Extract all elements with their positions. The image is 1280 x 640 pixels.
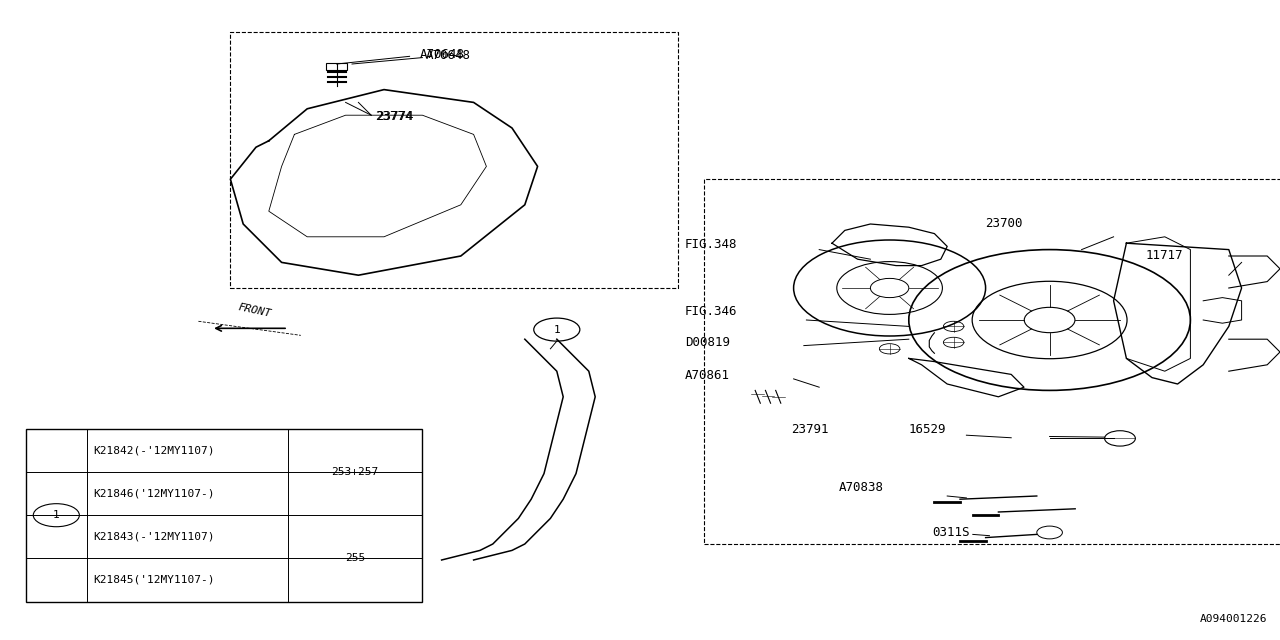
Text: FIG.346: FIG.346 <box>685 305 737 318</box>
Text: 23700: 23700 <box>986 217 1023 230</box>
Text: D00819: D00819 <box>685 335 730 349</box>
Text: K21842(-'12MY1107): K21842(-'12MY1107) <box>93 445 215 456</box>
Text: 0311S: 0311S <box>932 526 969 540</box>
Text: 253+257: 253+257 <box>332 467 379 477</box>
Text: 23774: 23774 <box>376 109 413 123</box>
Text: A094001226: A094001226 <box>1199 614 1267 624</box>
Text: K21846('12MY1107-): K21846('12MY1107-) <box>93 488 215 499</box>
Text: A70861: A70861 <box>685 369 730 382</box>
Text: 1: 1 <box>52 510 60 520</box>
Text: FIG.348: FIG.348 <box>685 237 737 251</box>
Text: A70648: A70648 <box>420 48 465 61</box>
Text: A70648: A70648 <box>426 49 471 62</box>
Bar <box>26 429 422 602</box>
Text: 23791: 23791 <box>791 423 828 436</box>
Text: FRONT: FRONT <box>237 302 271 319</box>
Text: K21843(-'12MY1107): K21843(-'12MY1107) <box>93 532 215 542</box>
Text: A70838: A70838 <box>838 481 883 494</box>
Text: 11717: 11717 <box>1146 249 1183 262</box>
Text: 255: 255 <box>346 554 365 563</box>
Text: 16529: 16529 <box>909 423 946 436</box>
Text: 1: 1 <box>553 324 561 335</box>
Text: 23774: 23774 <box>375 110 412 124</box>
Text: K21845('12MY1107-): K21845('12MY1107-) <box>93 575 215 585</box>
Bar <box>326 63 347 70</box>
